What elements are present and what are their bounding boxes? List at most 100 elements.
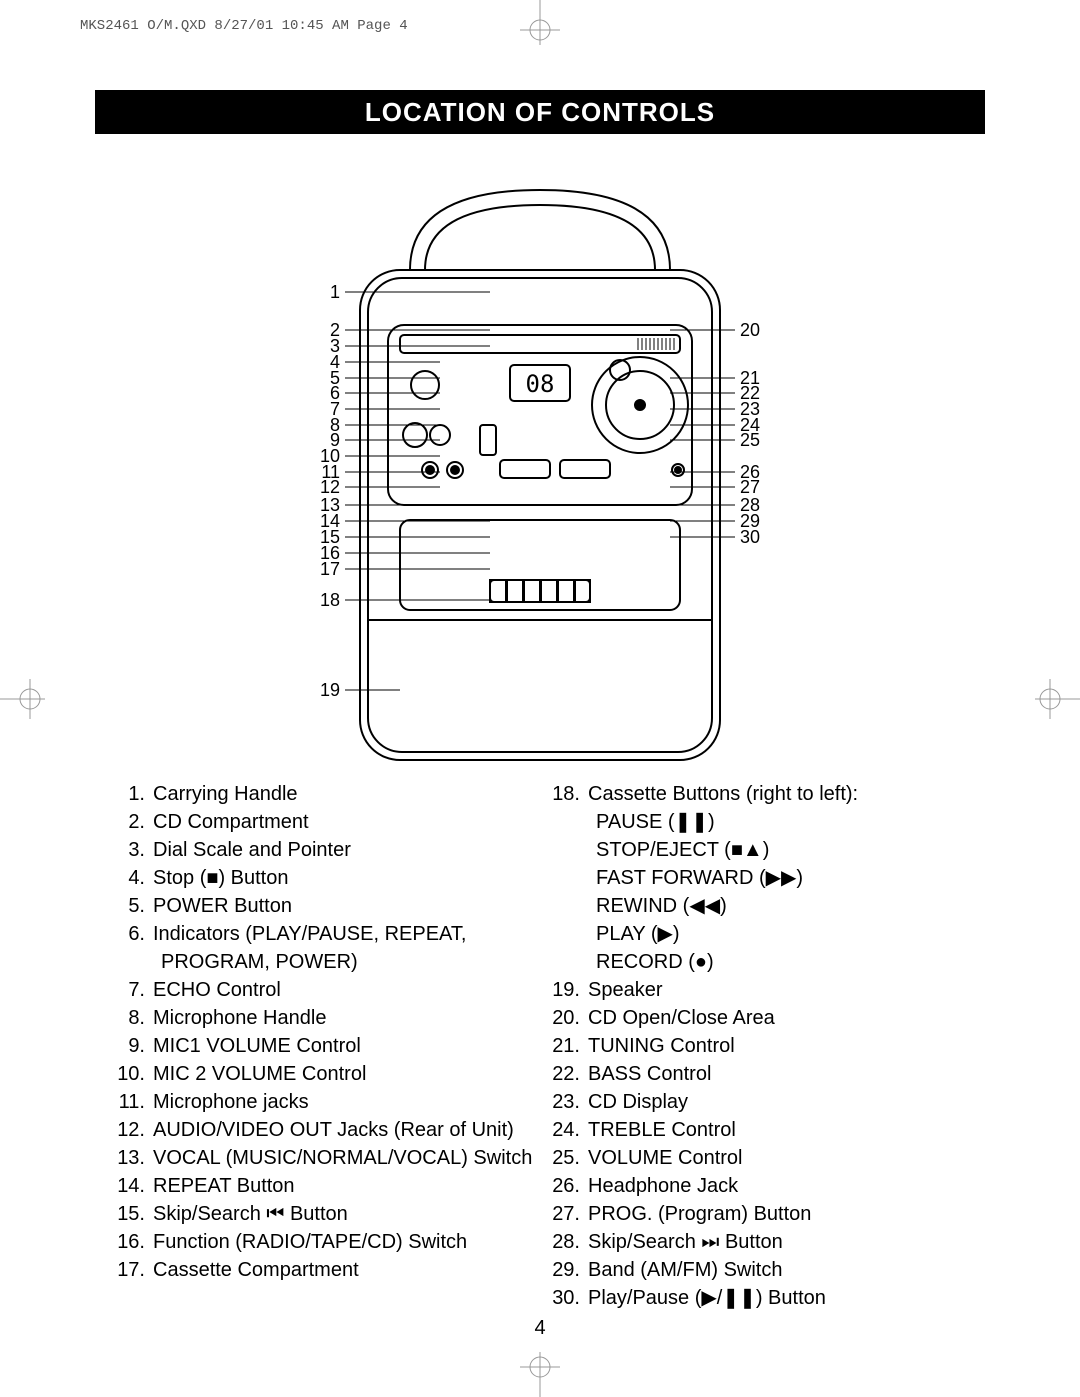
legend-row: 29.Band (AM/FM) Switch <box>550 1256 985 1284</box>
page-number: 4 <box>534 1317 545 1340</box>
legend-number: 8. <box>115 1004 153 1032</box>
legend-row: 4.Stop (■) Button <box>115 864 550 892</box>
legend-text: REPEAT Button <box>153 1172 550 1200</box>
legend-text: RECORD (●) <box>550 948 714 976</box>
legend-number: 14. <box>115 1172 153 1200</box>
callout-20: 20 <box>740 320 780 341</box>
legend-row: 9.MIC1 VOLUME Control <box>115 1032 550 1060</box>
legend-row: 16.Function (RADIO/TAPE/CD) Switch <box>115 1228 550 1256</box>
legend-number: 27. <box>550 1200 588 1228</box>
legend-right-column: 18.Cassette Buttons (right to left):PAUS… <box>550 780 985 1312</box>
legend-row: PAUSE (❚❚) <box>550 808 985 836</box>
legend-number: 19. <box>550 976 588 1004</box>
legend-row: 11.Microphone jacks <box>115 1088 550 1116</box>
legend-number: 26. <box>550 1172 588 1200</box>
legend-row: 26.Headphone Jack <box>550 1172 985 1200</box>
legend-text: Cassette Compartment <box>153 1256 550 1284</box>
document-header: MKS2461 O/M.QXD 8/27/01 10:45 AM Page 4 <box>80 18 408 34</box>
legend-number: 22. <box>550 1060 588 1088</box>
legend-row: 3.Dial Scale and Pointer <box>115 836 550 864</box>
legend: 1.Carrying Handle2.CD Compartment3.Dial … <box>115 780 985 1312</box>
legend-text: Play/Pause (▶/❚❚) Button <box>588 1284 985 1312</box>
legend-number: 2. <box>115 808 153 836</box>
legend-text: REWIND (◀◀) <box>550 892 727 920</box>
legend-row: 22.BASS Control <box>550 1060 985 1088</box>
legend-row: 18.Cassette Buttons (right to left): <box>550 780 985 808</box>
callout-25: 25 <box>740 430 780 451</box>
legend-text: Stop (■) Button <box>153 864 550 892</box>
legend-number: 21. <box>550 1032 588 1060</box>
legend-row: 19.Speaker <box>550 976 985 1004</box>
page-content: LOCATION OF CONTROLS 1234567891011121314… <box>60 50 1020 1350</box>
legend-number: 11. <box>115 1088 153 1116</box>
legend-text: Microphone jacks <box>153 1088 550 1116</box>
legend-text: ECHO Control <box>153 976 550 1004</box>
legend-row: 24.TREBLE Control <box>550 1116 985 1144</box>
legend-row: 1.Carrying Handle <box>115 780 550 808</box>
legend-row: 23.CD Display <box>550 1088 985 1116</box>
legend-row: 30.Play/Pause (▶/❚❚) Button <box>550 1284 985 1312</box>
legend-row: 20.CD Open/Close Area <box>550 1004 985 1032</box>
legend-row: 5.POWER Button <box>115 892 550 920</box>
legend-text: PROG. (Program) Button <box>588 1200 985 1228</box>
legend-row: RECORD (●) <box>550 948 985 976</box>
legend-row: 27.PROG. (Program) Button <box>550 1200 985 1228</box>
callout-17: 17 <box>300 559 340 580</box>
legend-row: 6.Indicators (PLAY/PAUSE, REPEAT, <box>115 920 550 948</box>
legend-row: 28.Skip/Search ⏭ Button <box>550 1228 985 1256</box>
legend-row: 2.CD Compartment <box>115 808 550 836</box>
legend-text: Cassette Buttons (right to left): <box>588 780 985 808</box>
legend-row: 8.Microphone Handle <box>115 1004 550 1032</box>
crop-mark-right <box>1020 679 1080 719</box>
callout-18: 18 <box>300 590 340 611</box>
legend-row: 25.VOLUME Control <box>550 1144 985 1172</box>
legend-row: 15.Skip/Search ⏮ Button <box>115 1200 550 1228</box>
legend-row: REWIND (◀◀) <box>550 892 985 920</box>
legend-number: 23. <box>550 1088 588 1116</box>
legend-number: 20. <box>550 1004 588 1032</box>
callout-19: 19 <box>300 680 340 701</box>
legend-row: 14.REPEAT Button <box>115 1172 550 1200</box>
legend-row: 21.TUNING Control <box>550 1032 985 1060</box>
legend-text: Microphone Handle <box>153 1004 550 1032</box>
legend-text: BASS Control <box>588 1060 985 1088</box>
legend-number: 10. <box>115 1060 153 1088</box>
legend-number: 9. <box>115 1032 153 1060</box>
legend-row: PLAY (▶) <box>550 920 985 948</box>
legend-text: Speaker <box>588 976 985 1004</box>
legend-text: CD Open/Close Area <box>588 1004 985 1032</box>
legend-text: STOP/EJECT (■▲) <box>550 836 769 864</box>
callout-1: 1 <box>300 282 340 303</box>
legend-text: FAST FORWARD (▶▶) <box>550 864 803 892</box>
legend-text: TUNING Control <box>588 1032 985 1060</box>
legend-number: 17. <box>115 1256 153 1284</box>
callout-30: 30 <box>740 527 780 548</box>
legend-text: Carrying Handle <box>153 780 550 808</box>
legend-number: 6. <box>115 920 153 948</box>
legend-text: Headphone Jack <box>588 1172 985 1200</box>
legend-text: PAUSE (❚❚) <box>550 808 715 836</box>
crop-mark-left <box>0 679 60 719</box>
legend-text: VOCAL (MUSIC/NORMAL/VOCAL) Switch <box>153 1144 550 1172</box>
legend-text: Dial Scale and Pointer <box>153 836 550 864</box>
legend-number: 5. <box>115 892 153 920</box>
legend-text: MIC1 VOLUME Control <box>153 1032 550 1060</box>
legend-text: Skip/Search ⏭ Button <box>588 1228 985 1256</box>
legend-number: 3. <box>115 836 153 864</box>
legend-number: 16. <box>115 1228 153 1256</box>
legend-row: PROGRAM, POWER) <box>115 948 550 976</box>
legend-text: AUDIO/VIDEO OUT Jacks (Rear of Unit) <box>153 1116 550 1144</box>
legend-text: POWER Button <box>153 892 550 920</box>
legend-row: STOP/EJECT (■▲) <box>550 836 985 864</box>
legend-text: PLAY (▶) <box>550 920 680 948</box>
legend-text: TREBLE Control <box>588 1116 985 1144</box>
legend-number: 12. <box>115 1116 153 1144</box>
legend-row: 13.VOCAL (MUSIC/NORMAL/VOCAL) Switch <box>115 1144 550 1172</box>
legend-number: 18. <box>550 780 588 808</box>
legend-row: 17.Cassette Compartment <box>115 1256 550 1284</box>
legend-text: MIC 2 VOLUME Control <box>153 1060 550 1088</box>
legend-number: 28. <box>550 1228 588 1256</box>
legend-row: FAST FORWARD (▶▶) <box>550 864 985 892</box>
section-title: LOCATION OF CONTROLS <box>95 90 985 134</box>
legend-row: 7.ECHO Control <box>115 976 550 1004</box>
